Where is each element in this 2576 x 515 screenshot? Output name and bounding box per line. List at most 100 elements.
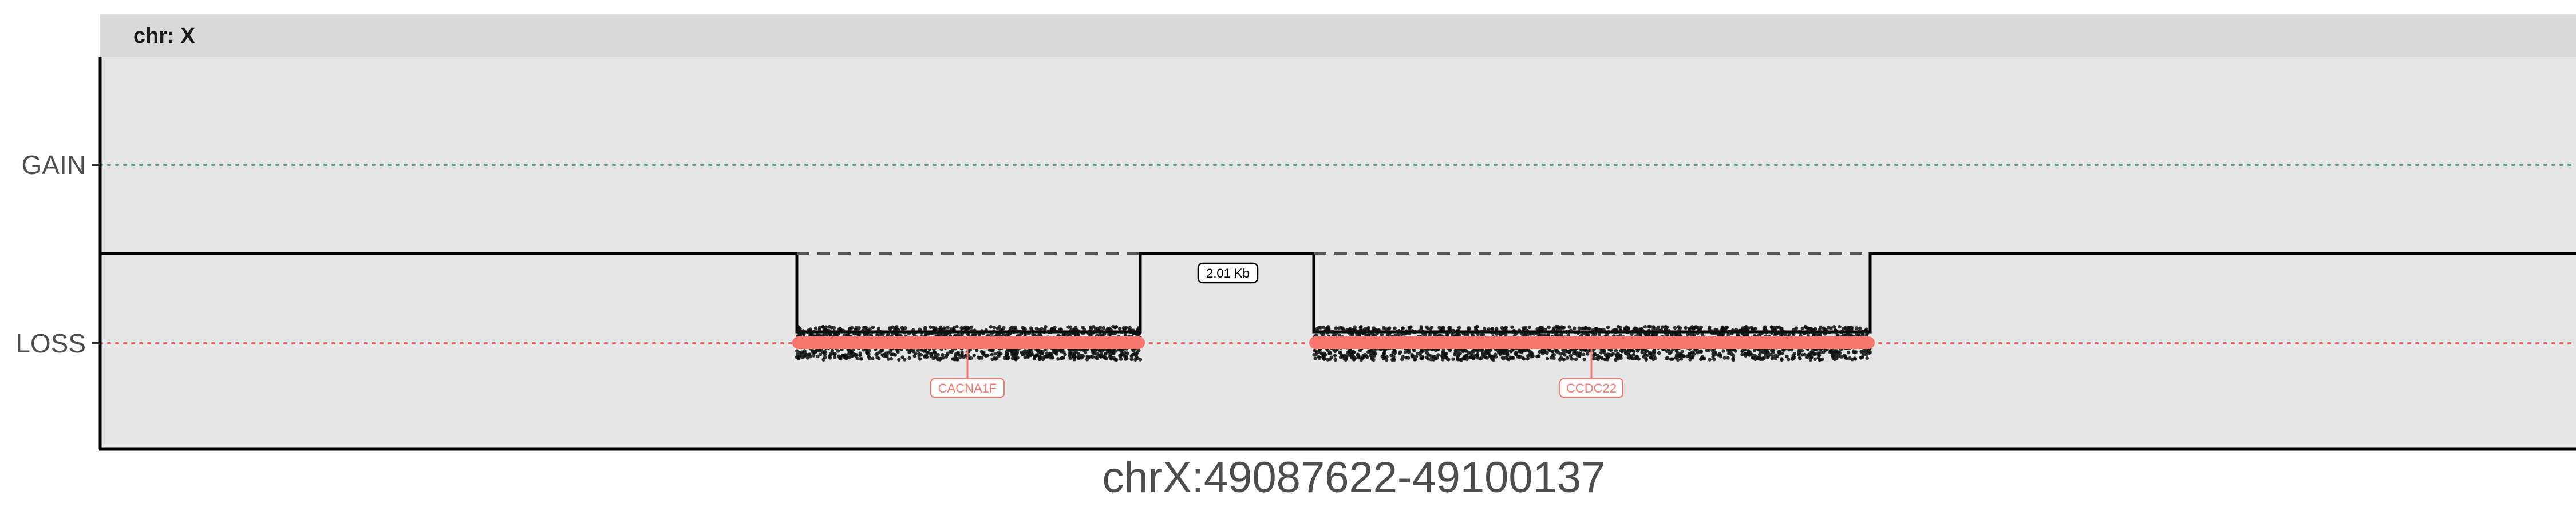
probe-point — [1552, 353, 1556, 357]
probe-point — [823, 332, 827, 336]
probe-point — [941, 353, 945, 357]
probe-point — [1440, 354, 1444, 358]
probe-point — [1771, 355, 1775, 359]
probe-point — [1727, 351, 1731, 355]
probe-point — [1066, 325, 1070, 329]
probe-point — [1482, 327, 1487, 331]
probe-point — [1465, 332, 1470, 337]
probe-point — [1865, 356, 1869, 360]
probe-point — [1480, 351, 1485, 356]
probe-point — [1461, 331, 1465, 335]
probe-point — [1665, 325, 1669, 330]
probe-point — [1321, 325, 1325, 330]
gene-label-box-ccdc22 — [1559, 378, 1623, 398]
probe-point — [1803, 352, 1807, 357]
probe-point — [832, 331, 836, 335]
probe-point — [997, 352, 1001, 357]
probe-point — [1664, 328, 1668, 332]
probe-point — [1005, 351, 1009, 355]
probe-point — [1385, 333, 1390, 337]
probe-point — [1428, 330, 1432, 334]
probe-point — [1785, 355, 1789, 359]
probe-point — [823, 350, 827, 354]
probe-point — [1484, 350, 1488, 354]
probe-point — [1551, 328, 1555, 332]
probe-point — [1333, 354, 1337, 358]
probe-point — [1526, 356, 1530, 361]
probe-point — [1095, 356, 1099, 360]
probe-point — [855, 356, 859, 360]
probe-point — [959, 330, 963, 334]
probe-point — [797, 355, 801, 359]
probe-point — [816, 354, 820, 359]
probe-point — [1771, 328, 1775, 332]
probe-point — [969, 356, 973, 360]
probe-point — [1792, 328, 1796, 332]
probe-point — [1573, 326, 1577, 330]
probe-point — [1433, 348, 1438, 352]
probe-point — [1674, 349, 1678, 353]
probe-point — [1763, 327, 1768, 331]
gap-label: 2.01 Kb — [1206, 266, 1250, 280]
probe-point — [935, 356, 939, 360]
probe-point — [1426, 357, 1430, 361]
probe-point — [951, 327, 956, 331]
probe-point — [867, 355, 871, 359]
probe-point — [1401, 326, 1405, 330]
probe-point — [900, 327, 904, 331]
probe-point — [1726, 348, 1730, 352]
probe-point — [1081, 331, 1085, 336]
probe-point — [1043, 327, 1047, 331]
probe-point — [1562, 357, 1566, 362]
probe-point — [1753, 348, 1757, 352]
y-tick-label-loss: LOSS — [15, 328, 86, 358]
probe-point — [1517, 328, 1522, 332]
probe-point — [1699, 350, 1704, 354]
probe-point — [1086, 331, 1091, 335]
probe-point — [1606, 356, 1610, 360]
probe-point — [1832, 353, 1836, 358]
probe-point — [1500, 331, 1505, 335]
probe-point — [1566, 334, 1570, 338]
probe-point — [989, 325, 993, 329]
probe-point — [1076, 333, 1080, 337]
probe-point — [1787, 332, 1791, 336]
probe-point — [1800, 348, 1804, 353]
probe-point — [1061, 332, 1066, 336]
probe-point — [1510, 325, 1514, 329]
probe-point — [1839, 355, 1843, 359]
probe-point — [888, 330, 892, 334]
probe-point — [922, 349, 926, 353]
probe-point — [1613, 328, 1617, 332]
probe-point — [1586, 352, 1590, 356]
probe-point — [1806, 354, 1811, 358]
probe-point — [1002, 333, 1006, 337]
probe-point — [1056, 348, 1060, 352]
probe-point — [1317, 355, 1321, 359]
probe-point — [1089, 327, 1093, 331]
probe-point — [828, 356, 832, 360]
probe-point — [1677, 325, 1681, 329]
probe-point — [1595, 327, 1599, 331]
probe-point — [1327, 351, 1332, 356]
probe-point — [1018, 330, 1022, 334]
probe-point — [1813, 357, 1817, 361]
probe-point — [832, 326, 836, 330]
probe-point — [1676, 354, 1681, 358]
probe-point — [1726, 356, 1730, 360]
probe-point — [1010, 348, 1014, 352]
probe-point — [1680, 350, 1684, 354]
probe-point — [1323, 352, 1327, 357]
probe-point — [1079, 354, 1083, 358]
probe-point — [1816, 352, 1820, 357]
probe-point — [1436, 353, 1440, 357]
probe-point — [1419, 327, 1423, 331]
probe-point — [1669, 350, 1673, 354]
probe-point — [1688, 326, 1692, 330]
probe-point — [1407, 331, 1411, 335]
probe-point — [1023, 355, 1027, 359]
probe-point — [951, 357, 955, 361]
probe-point — [1734, 328, 1739, 332]
probe-point — [1743, 326, 1747, 330]
probe-point — [1570, 357, 1574, 361]
